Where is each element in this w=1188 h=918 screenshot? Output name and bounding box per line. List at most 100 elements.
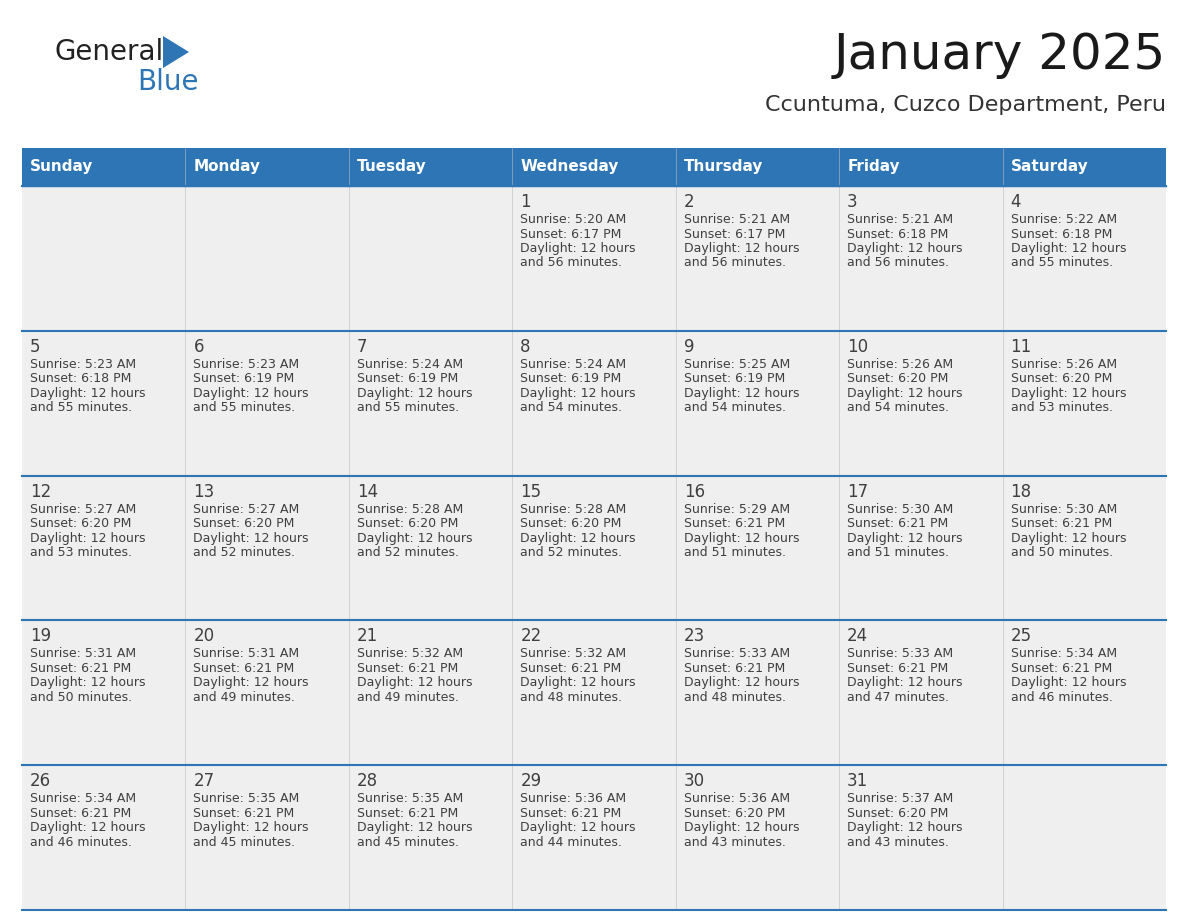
Text: and 55 minutes.: and 55 minutes.: [356, 401, 459, 414]
Text: 28: 28: [356, 772, 378, 790]
Text: and 49 minutes.: and 49 minutes.: [356, 691, 459, 704]
Text: January 2025: January 2025: [834, 31, 1165, 79]
Text: and 46 minutes.: and 46 minutes.: [1011, 691, 1112, 704]
Text: and 47 minutes.: and 47 minutes.: [847, 691, 949, 704]
Text: Daylight: 12 hours: Daylight: 12 hours: [1011, 677, 1126, 689]
Bar: [676, 766, 839, 910]
Bar: [23, 186, 185, 330]
Bar: [512, 186, 676, 330]
Text: and 55 minutes.: and 55 minutes.: [194, 401, 296, 414]
Bar: [676, 476, 839, 621]
Text: 9: 9: [684, 338, 694, 356]
Text: Sunrise: 5:24 AM: Sunrise: 5:24 AM: [356, 358, 463, 371]
Text: Sunset: 6:20 PM: Sunset: 6:20 PM: [356, 517, 459, 530]
Text: Sunrise: 5:23 AM: Sunrise: 5:23 AM: [30, 358, 137, 371]
Text: 30: 30: [684, 772, 704, 790]
Bar: [512, 476, 676, 621]
Bar: [23, 766, 185, 910]
Text: Monday: Monday: [194, 160, 260, 174]
Text: Daylight: 12 hours: Daylight: 12 hours: [520, 822, 636, 834]
Text: Sunset: 6:17 PM: Sunset: 6:17 PM: [520, 228, 621, 241]
Text: Sunrise: 5:28 AM: Sunrise: 5:28 AM: [520, 502, 626, 516]
Text: Sunrise: 5:26 AM: Sunrise: 5:26 AM: [847, 358, 953, 371]
Text: Sunset: 6:17 PM: Sunset: 6:17 PM: [684, 228, 785, 241]
Text: 20: 20: [194, 627, 215, 645]
Text: 29: 29: [520, 772, 542, 790]
Text: 7: 7: [356, 338, 367, 356]
Text: Sunrise: 5:21 AM: Sunrise: 5:21 AM: [684, 213, 790, 226]
Text: Sunset: 6:19 PM: Sunset: 6:19 PM: [356, 373, 459, 386]
Text: Daylight: 12 hours: Daylight: 12 hours: [847, 677, 962, 689]
Bar: [185, 186, 349, 330]
Bar: [185, 766, 349, 910]
Bar: [676, 330, 839, 476]
Bar: [349, 621, 512, 766]
Text: Daylight: 12 hours: Daylight: 12 hours: [194, 532, 309, 544]
Text: Sunrise: 5:32 AM: Sunrise: 5:32 AM: [356, 647, 463, 660]
Bar: [349, 186, 512, 330]
Text: Saturday: Saturday: [1011, 160, 1088, 174]
Text: Sunset: 6:20 PM: Sunset: 6:20 PM: [847, 373, 948, 386]
Bar: [349, 330, 512, 476]
Text: Sunset: 6:20 PM: Sunset: 6:20 PM: [847, 807, 948, 820]
Text: Sunrise: 5:24 AM: Sunrise: 5:24 AM: [520, 358, 626, 371]
Bar: [1003, 330, 1165, 476]
Text: Sunset: 6:19 PM: Sunset: 6:19 PM: [520, 373, 621, 386]
Text: Daylight: 12 hours: Daylight: 12 hours: [847, 242, 962, 255]
Text: Sunrise: 5:21 AM: Sunrise: 5:21 AM: [847, 213, 953, 226]
Bar: [23, 476, 185, 621]
Bar: [512, 766, 676, 910]
Text: 8: 8: [520, 338, 531, 356]
Text: 3: 3: [847, 193, 858, 211]
Text: Sunset: 6:21 PM: Sunset: 6:21 PM: [30, 662, 131, 675]
Text: 27: 27: [194, 772, 215, 790]
Bar: [1003, 186, 1165, 330]
Polygon shape: [163, 36, 189, 68]
Bar: [839, 476, 1003, 621]
Text: 11: 11: [1011, 338, 1032, 356]
Text: Sunset: 6:18 PM: Sunset: 6:18 PM: [30, 373, 132, 386]
Text: Sunrise: 5:30 AM: Sunrise: 5:30 AM: [1011, 502, 1117, 516]
Text: and 53 minutes.: and 53 minutes.: [1011, 401, 1113, 414]
Text: General: General: [55, 38, 164, 66]
Text: and 56 minutes.: and 56 minutes.: [847, 256, 949, 270]
Bar: [676, 186, 839, 330]
Text: Daylight: 12 hours: Daylight: 12 hours: [847, 532, 962, 544]
Bar: [512, 621, 676, 766]
Text: Daylight: 12 hours: Daylight: 12 hours: [194, 822, 309, 834]
Bar: [185, 476, 349, 621]
Text: and 55 minutes.: and 55 minutes.: [1011, 256, 1113, 270]
Text: Sunset: 6:21 PM: Sunset: 6:21 PM: [30, 807, 131, 820]
Bar: [676, 621, 839, 766]
Bar: [185, 330, 349, 476]
Text: Daylight: 12 hours: Daylight: 12 hours: [684, 386, 800, 400]
Bar: [23, 621, 185, 766]
Text: Sunrise: 5:22 AM: Sunrise: 5:22 AM: [1011, 213, 1117, 226]
Text: 18: 18: [1011, 483, 1031, 500]
Text: Sunset: 6:20 PM: Sunset: 6:20 PM: [194, 517, 295, 530]
Text: Daylight: 12 hours: Daylight: 12 hours: [356, 677, 473, 689]
Text: Sunrise: 5:27 AM: Sunrise: 5:27 AM: [194, 502, 299, 516]
Text: and 54 minutes.: and 54 minutes.: [847, 401, 949, 414]
Text: Sunrise: 5:35 AM: Sunrise: 5:35 AM: [194, 792, 299, 805]
Text: Sunrise: 5:31 AM: Sunrise: 5:31 AM: [30, 647, 137, 660]
Text: and 51 minutes.: and 51 minutes.: [684, 546, 785, 559]
Text: Sunset: 6:21 PM: Sunset: 6:21 PM: [684, 662, 785, 675]
Text: Sunset: 6:20 PM: Sunset: 6:20 PM: [520, 517, 621, 530]
Text: 23: 23: [684, 627, 704, 645]
Text: 10: 10: [847, 338, 868, 356]
Text: Tuesday: Tuesday: [356, 160, 426, 174]
Text: and 48 minutes.: and 48 minutes.: [684, 691, 785, 704]
Text: Sunrise: 5:28 AM: Sunrise: 5:28 AM: [356, 502, 463, 516]
Text: and 56 minutes.: and 56 minutes.: [520, 256, 623, 270]
Text: 2: 2: [684, 193, 694, 211]
Text: and 50 minutes.: and 50 minutes.: [30, 691, 132, 704]
Bar: [512, 330, 676, 476]
Text: Blue: Blue: [137, 68, 198, 96]
Text: Wednesday: Wednesday: [520, 160, 619, 174]
Text: 5: 5: [30, 338, 40, 356]
Text: Daylight: 12 hours: Daylight: 12 hours: [684, 242, 800, 255]
Text: Sunset: 6:18 PM: Sunset: 6:18 PM: [1011, 228, 1112, 241]
Text: Sunset: 6:20 PM: Sunset: 6:20 PM: [684, 807, 785, 820]
Text: Sunrise: 5:33 AM: Sunrise: 5:33 AM: [684, 647, 790, 660]
